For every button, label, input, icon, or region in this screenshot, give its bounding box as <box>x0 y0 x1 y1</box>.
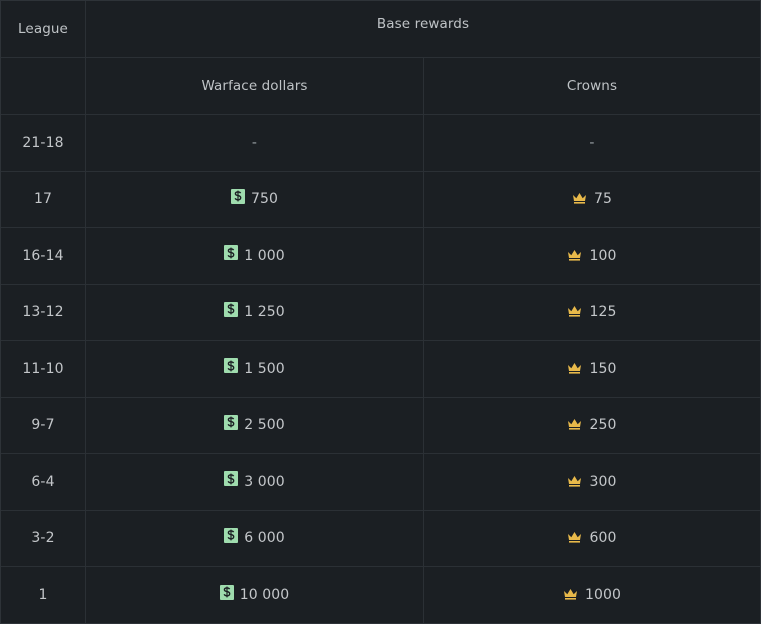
table-row: 3-2 6 000 600 <box>1 510 760 567</box>
crowns-cell: 125 <box>424 285 760 341</box>
league-header: League <box>1 1 86 57</box>
dollar-icon <box>224 527 239 543</box>
league-cell: 9-7 <box>1 397 86 453</box>
dollar-icon <box>224 358 239 374</box>
table-row: 11-10 1 500 150 <box>1 341 760 398</box>
crowns-cell: 150 <box>424 341 760 397</box>
dollars-cell: 1 250 <box>86 284 424 340</box>
header-row-sub: Warface dollars Crowns <box>1 58 760 115</box>
crown-icon <box>567 418 582 430</box>
table-row: 13-12 1 250 125 <box>1 284 760 341</box>
table-row: 6-4 3 000 300 <box>1 454 760 511</box>
dollars-cell: 3 000 <box>86 454 424 510</box>
crown-icon <box>567 249 582 261</box>
crown-icon <box>563 588 578 600</box>
crowns-cell: - <box>424 115 760 171</box>
dollars-amount: 1 500 <box>244 360 285 377</box>
crowns-cell: 600 <box>424 511 760 567</box>
dollar-icon <box>224 414 239 430</box>
table-row: 1 10 000 1000 <box>1 567 760 623</box>
league-cell: 3-2 <box>1 510 86 566</box>
crowns-cell: 1000 <box>424 567 760 623</box>
crowns-amount: 250 <box>589 417 617 434</box>
table-row: 9-7 2 500 250 <box>1 397 760 454</box>
dollar-icon <box>230 188 245 204</box>
league-header-spacer <box>1 58 86 114</box>
league-cell: 17 <box>1 171 86 227</box>
base-rewards-label: Base rewards <box>376 16 470 32</box>
league-cell: 13-12 <box>1 284 86 340</box>
crown-icon <box>567 531 582 543</box>
dollars-amount: 2 500 <box>244 417 285 434</box>
crowns-amount: 75 <box>593 191 612 208</box>
dollars-cell: 10 000 <box>86 567 424 623</box>
dollars-cell: 750 <box>86 171 424 227</box>
league-cell: 21-18 <box>1 115 86 171</box>
crowns-header: Crowns <box>566 78 618 94</box>
dollars-cell: - <box>86 115 424 171</box>
crown-icon <box>567 305 582 317</box>
table-row: 16-14 1 000 100 <box>1 228 760 285</box>
dollars-cell: 1 500 <box>86 341 424 397</box>
league-cell: 1 <box>1 567 86 623</box>
dollars-header: Warface dollars <box>86 58 424 114</box>
dollar-icon <box>224 301 239 317</box>
dollars-amount: 1 000 <box>244 247 285 264</box>
base-rewards-header: Base rewards <box>86 1 760 57</box>
crowns-cell: 75 <box>424 172 760 228</box>
table-row: 21-18 - - <box>1 115 760 172</box>
crowns-amount: 100 <box>589 247 617 264</box>
crowns-amount: 600 <box>589 530 617 547</box>
crowns-amount: 1000 <box>584 587 622 603</box>
crown-icon <box>567 475 582 487</box>
crowns-amount: 300 <box>589 473 617 490</box>
crowns-cell: 300 <box>424 454 760 510</box>
crowns-empty: - <box>589 134 595 151</box>
league-cell: 6-4 <box>1 454 86 510</box>
dollars-cell: 2 500 <box>86 397 424 453</box>
dollars-amount: 6 000 <box>244 530 285 547</box>
dollar-icon <box>224 245 239 261</box>
dollars-amount: 1 250 <box>244 304 285 321</box>
crowns-amount: 150 <box>589 360 617 377</box>
dollars-amount: 3 000 <box>244 473 285 490</box>
crown-icon <box>572 192 587 204</box>
crowns-cell: 250 <box>424 398 760 454</box>
dollar-icon <box>219 584 234 600</box>
dollar-icon <box>224 471 239 487</box>
crowns-amount: 125 <box>589 304 617 321</box>
league-cell: 11-10 <box>1 341 86 397</box>
dollars-empty: - <box>251 134 258 151</box>
header-row-top: League Base rewards <box>1 1 760 58</box>
dollars-amount: 750 <box>250 191 279 208</box>
crown-icon <box>567 362 582 374</box>
dollars-cell: 6 000 <box>86 510 424 566</box>
table-row: 17 750 75 <box>1 171 760 228</box>
crowns-cell: 100 <box>424 228 760 284</box>
dollars-cell: 1 000 <box>86 228 424 284</box>
dollars-amount: 10 000 <box>239 587 290 603</box>
league-cell: 16-14 <box>1 228 86 284</box>
